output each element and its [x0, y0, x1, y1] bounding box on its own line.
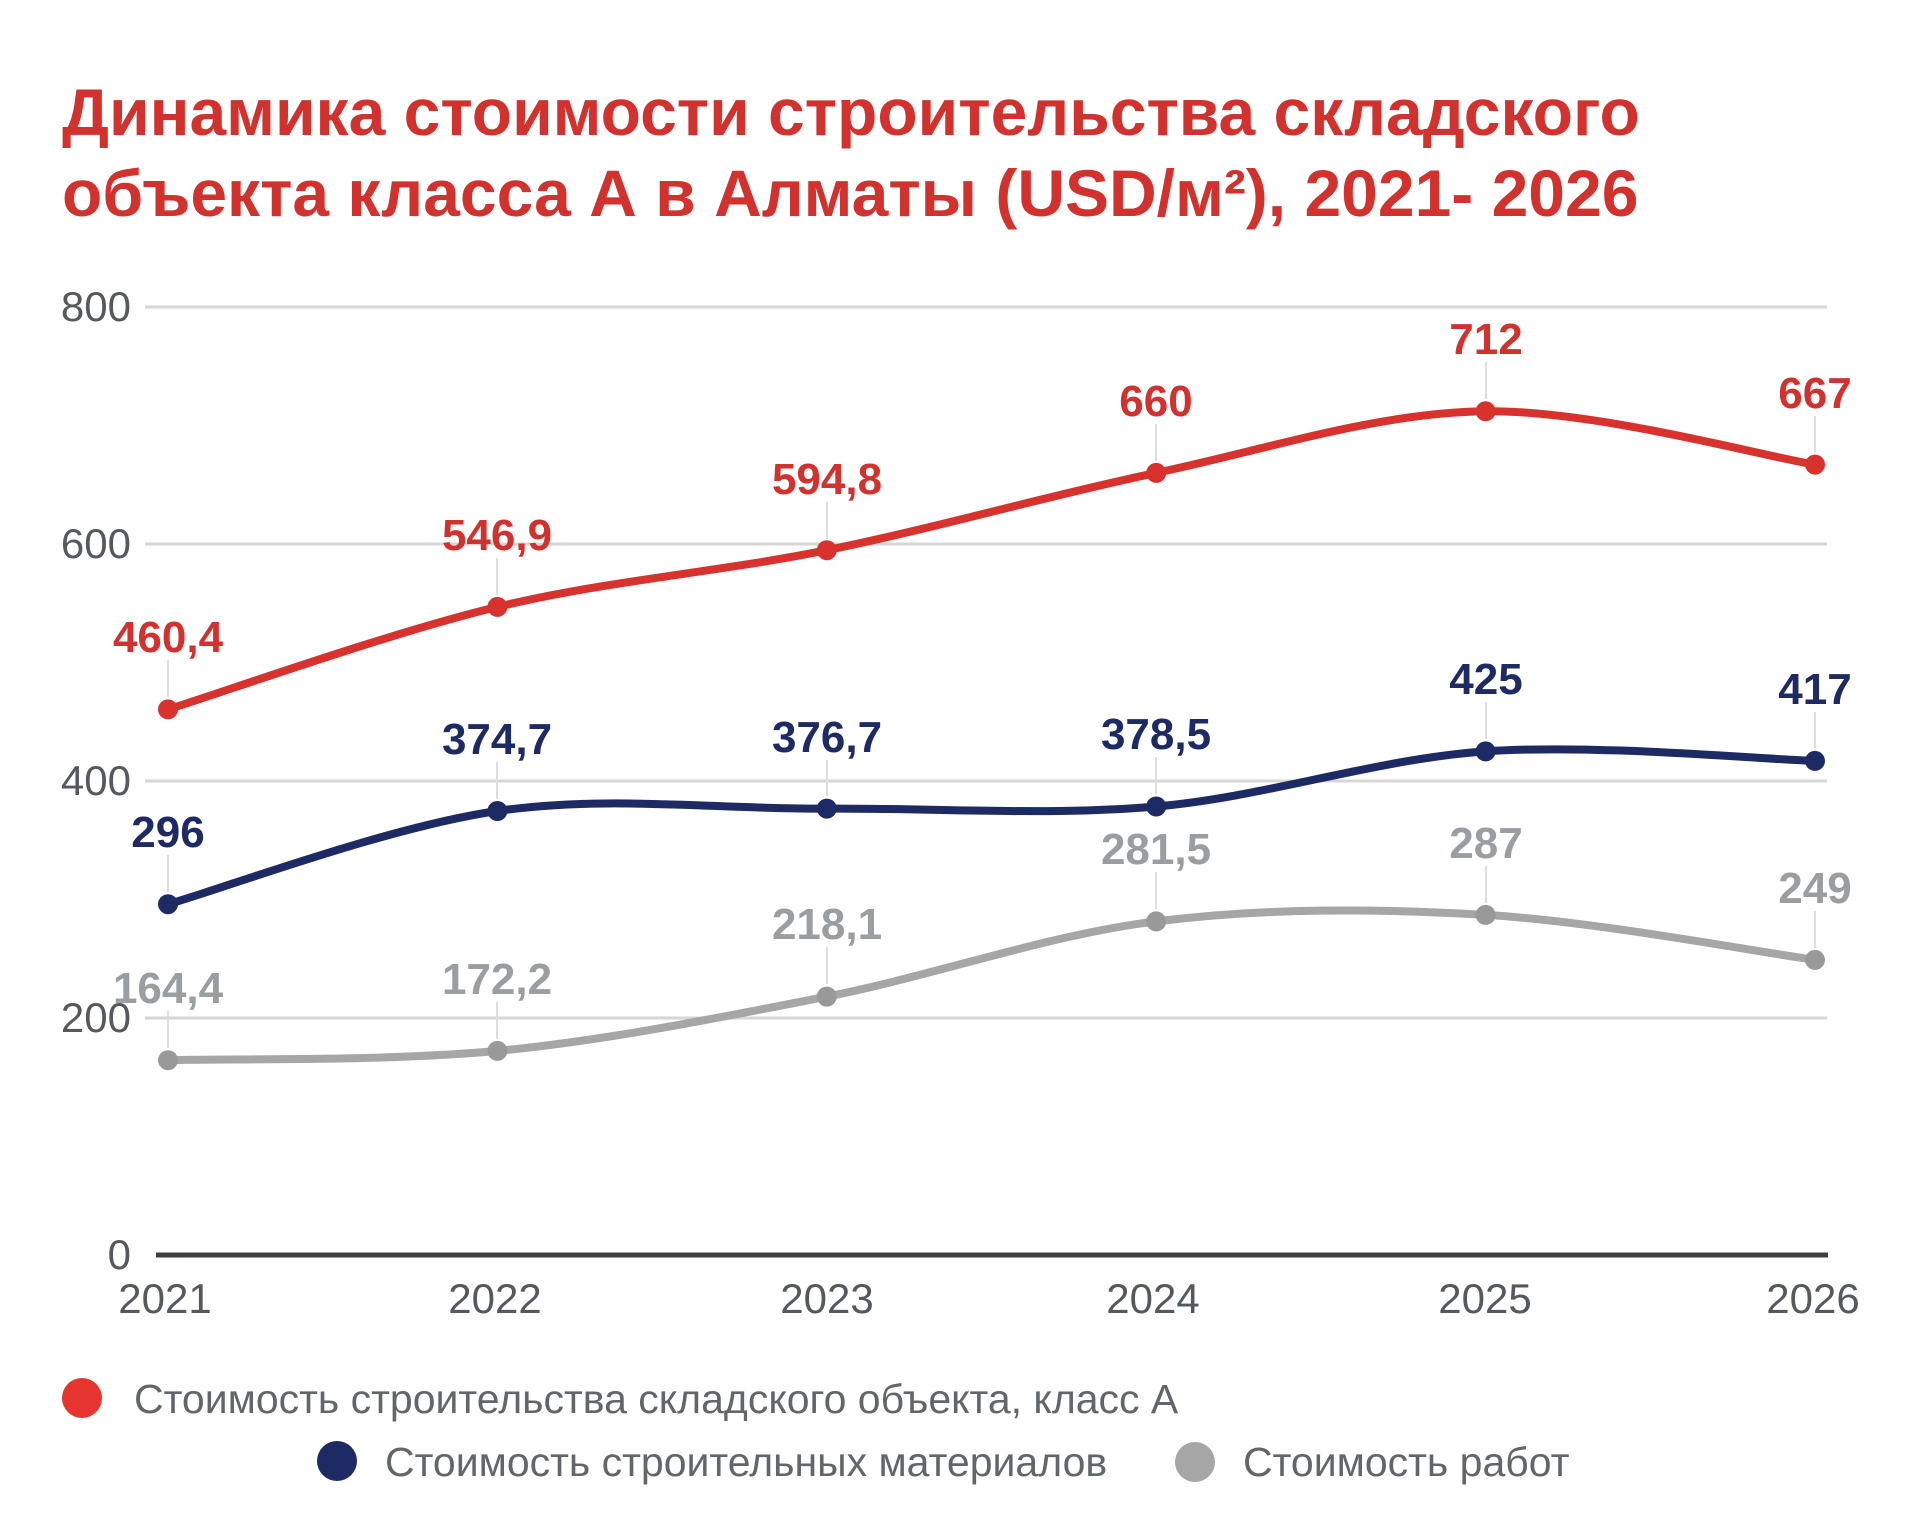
svg-text:Стоимость строительных материа: Стоимость строительных материалов	[385, 1439, 1107, 1485]
svg-text:660: 660	[1119, 377, 1192, 426]
svg-text:2023: 2023	[780, 1275, 873, 1322]
svg-text:0: 0	[108, 1231, 131, 1278]
svg-text:296: 296	[131, 808, 204, 857]
svg-text:400: 400	[61, 757, 131, 804]
svg-text:Стоимость строительства складс: Стоимость строительства складского объек…	[134, 1376, 1179, 1422]
svg-text:712: 712	[1449, 315, 1522, 364]
svg-text:594,8: 594,8	[772, 455, 882, 504]
svg-text:378,5: 378,5	[1101, 710, 1211, 759]
svg-text:287: 287	[1449, 819, 1522, 868]
svg-text:417: 417	[1778, 665, 1851, 714]
svg-text:376,7: 376,7	[772, 713, 882, 762]
svg-text:546,9: 546,9	[442, 511, 552, 560]
svg-text:218,1: 218,1	[772, 900, 882, 949]
svg-text:425: 425	[1449, 655, 1522, 704]
svg-text:667: 667	[1778, 369, 1851, 418]
svg-text:374,7: 374,7	[442, 715, 552, 764]
svg-text:172,2: 172,2	[442, 955, 552, 1004]
svg-text:249: 249	[1778, 864, 1851, 913]
svg-text:460,4: 460,4	[113, 613, 224, 662]
svg-text:Динамика стоимости строительст: Динамика стоимости строительства складск…	[62, 75, 1640, 149]
svg-text:2024: 2024	[1106, 1275, 1199, 1322]
svg-text:2021: 2021	[118, 1275, 211, 1322]
svg-text:2025: 2025	[1438, 1275, 1531, 1322]
svg-text:2022: 2022	[448, 1275, 541, 1322]
svg-text:объекта класса А в Алматы (USD: объекта класса А в Алматы (USD/м²), 2021…	[62, 156, 1638, 230]
svg-text:800: 800	[61, 283, 131, 330]
svg-text:600: 600	[61, 520, 131, 567]
svg-text:281,5: 281,5	[1101, 825, 1211, 874]
svg-text:2026: 2026	[1766, 1275, 1859, 1322]
svg-text:164,4: 164,4	[113, 964, 224, 1013]
svg-text:Стоимость работ: Стоимость работ	[1243, 1439, 1570, 1485]
svg-text:200: 200	[61, 994, 131, 1041]
